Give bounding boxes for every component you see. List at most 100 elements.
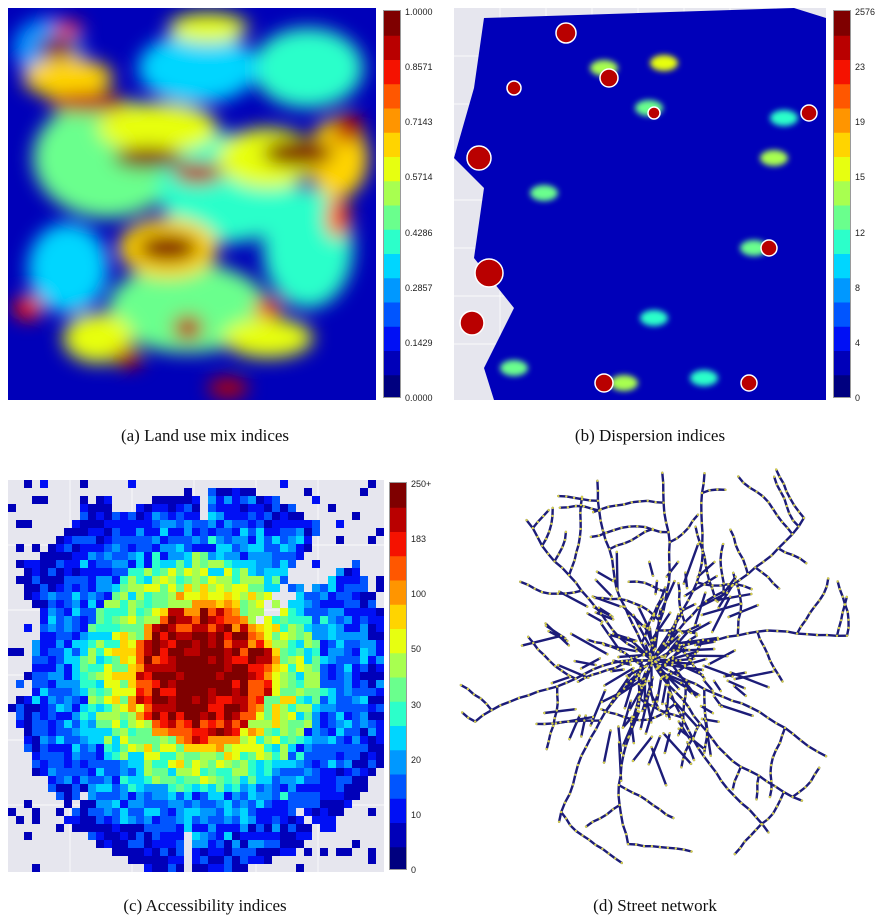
street-node bbox=[750, 592, 753, 596]
street-node bbox=[739, 765, 742, 768]
street-node bbox=[758, 710, 761, 714]
accessibility-cell bbox=[296, 712, 304, 720]
accessibility-cell bbox=[168, 560, 176, 568]
street-node bbox=[673, 702, 677, 706]
accessibility-cell bbox=[152, 864, 160, 872]
street-node bbox=[664, 683, 668, 686]
accessibility-cell bbox=[376, 528, 384, 536]
street-node bbox=[677, 727, 680, 730]
street-node bbox=[547, 509, 550, 512]
accessibility-cell bbox=[144, 720, 152, 728]
accessibility-cell bbox=[200, 840, 208, 848]
colorbar-tick-label: 30 bbox=[411, 699, 422, 710]
accessibility-cell bbox=[328, 752, 336, 760]
colorbar-tick-label: 0.4286 bbox=[405, 227, 433, 238]
accessibility-cell bbox=[200, 768, 208, 776]
accessibility-cell bbox=[184, 544, 192, 552]
street-node bbox=[635, 706, 638, 709]
street-node bbox=[600, 700, 603, 704]
accessibility-cell bbox=[360, 576, 368, 584]
accessibility-cell bbox=[224, 632, 232, 640]
street-node bbox=[573, 559, 576, 562]
street-node bbox=[592, 606, 595, 609]
street-node bbox=[664, 586, 667, 589]
accessibility-cell bbox=[176, 552, 184, 560]
street-node bbox=[682, 710, 685, 714]
accessibility-cell bbox=[104, 760, 112, 768]
accessibility-cell bbox=[288, 816, 296, 824]
street-node bbox=[716, 488, 719, 491]
street-node bbox=[651, 704, 654, 708]
accessibility-cell bbox=[288, 808, 296, 816]
accessibility-cell bbox=[64, 784, 72, 792]
street-node bbox=[703, 703, 706, 707]
accessibility-cell bbox=[232, 768, 240, 776]
street-node bbox=[733, 649, 737, 652]
accessibility-cell bbox=[368, 664, 376, 672]
accessibility-cell bbox=[304, 680, 312, 688]
accessibility-cell bbox=[216, 720, 224, 728]
colorbar-step bbox=[384, 205, 400, 230]
accessibility-cell bbox=[272, 736, 280, 744]
street-node bbox=[688, 648, 691, 652]
accessibility-cell bbox=[144, 800, 152, 808]
accessibility-cell bbox=[240, 504, 248, 512]
accessibility-cell bbox=[208, 496, 216, 504]
heat-blob bbox=[28, 223, 108, 313]
accessibility-cell bbox=[112, 512, 120, 520]
accessibility-cell bbox=[88, 560, 96, 568]
accessibility-cell bbox=[136, 560, 144, 568]
accessibility-cell bbox=[64, 544, 72, 552]
accessibility-cell bbox=[200, 760, 208, 768]
accessibility-cell bbox=[376, 680, 384, 688]
heat-blob bbox=[113, 147, 183, 169]
street-node bbox=[575, 551, 578, 554]
accessibility-cell bbox=[368, 720, 376, 728]
accessibility-cell bbox=[152, 560, 160, 568]
street-node bbox=[594, 578, 597, 582]
accessibility-cell bbox=[264, 640, 272, 648]
street-node bbox=[615, 550, 618, 554]
accessibility-cell bbox=[312, 712, 320, 720]
street-node bbox=[587, 676, 590, 679]
accessibility-cell bbox=[96, 768, 104, 776]
accessibility-cell bbox=[320, 680, 328, 688]
street-node bbox=[845, 595, 848, 599]
street-node bbox=[596, 489, 600, 492]
accessibility-cell bbox=[64, 608, 72, 616]
accessibility-cell bbox=[80, 632, 88, 640]
accessibility-cell bbox=[72, 736, 80, 744]
accessibility-cell bbox=[344, 744, 352, 752]
accessibility-cell bbox=[224, 816, 232, 824]
accessibility-cell bbox=[280, 784, 288, 792]
accessibility-cell bbox=[112, 648, 120, 656]
street-node bbox=[596, 499, 600, 502]
accessibility-cell bbox=[56, 576, 64, 584]
accessibility-cell bbox=[208, 528, 216, 536]
accessibility-cell bbox=[208, 816, 216, 824]
accessibility-cell bbox=[344, 792, 352, 800]
accessibility-cell bbox=[192, 776, 200, 784]
street-segment bbox=[627, 710, 641, 739]
accessibility-cell bbox=[40, 752, 48, 760]
accessibility-cell bbox=[112, 712, 120, 720]
street-node bbox=[659, 677, 663, 681]
accessibility-cell bbox=[256, 552, 264, 560]
accessibility-cell bbox=[152, 528, 160, 536]
accessibility-cell bbox=[72, 704, 80, 712]
street-node bbox=[687, 599, 690, 602]
street-node bbox=[847, 618, 850, 621]
accessibility-cell bbox=[128, 736, 136, 744]
accessibility-cell bbox=[328, 736, 336, 744]
street-node bbox=[770, 787, 773, 791]
street-node bbox=[591, 820, 594, 824]
accessibility-cell bbox=[104, 528, 112, 536]
accessibility-cell bbox=[328, 640, 336, 648]
accessibility-cell bbox=[296, 792, 304, 800]
accessibility-cell bbox=[120, 704, 128, 712]
accessibility-cell bbox=[288, 720, 296, 728]
street-node bbox=[727, 615, 730, 619]
accessibility-cell bbox=[144, 528, 152, 536]
colorbar-step bbox=[384, 374, 400, 397]
accessibility-cell bbox=[376, 616, 384, 624]
